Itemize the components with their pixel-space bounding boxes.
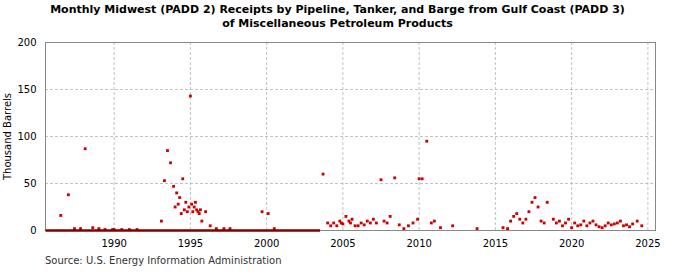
svg-text:200: 200	[17, 36, 36, 47]
svg-text:100: 100	[17, 130, 36, 141]
svg-text:2025: 2025	[635, 237, 660, 248]
svg-text:50: 50	[24, 177, 37, 188]
svg-text:2010: 2010	[406, 237, 431, 248]
svg-text:150: 150	[17, 83, 36, 94]
html-text:Monthly Midwest (PADD 2) Recei: Monthly Midwest (PADD 2) Receipts by Pip…	[50, 3, 625, 31]
svg-text:2015: 2015	[483, 237, 508, 248]
svg-text:2000: 2000	[254, 237, 279, 248]
svg-text:2020: 2020	[559, 237, 584, 248]
svg-text:1990: 1990	[101, 237, 126, 248]
svg-text:2005: 2005	[330, 237, 355, 248]
svg-text:0: 0	[30, 224, 36, 235]
svg-text:Thousand Barrels: Thousand Barrels	[2, 93, 13, 181]
svg-text:1995: 1995	[178, 237, 203, 248]
html-text:Source: U.S. Energy Informatio: Source: U.S. Energy Information Administ…	[45, 254, 282, 266]
